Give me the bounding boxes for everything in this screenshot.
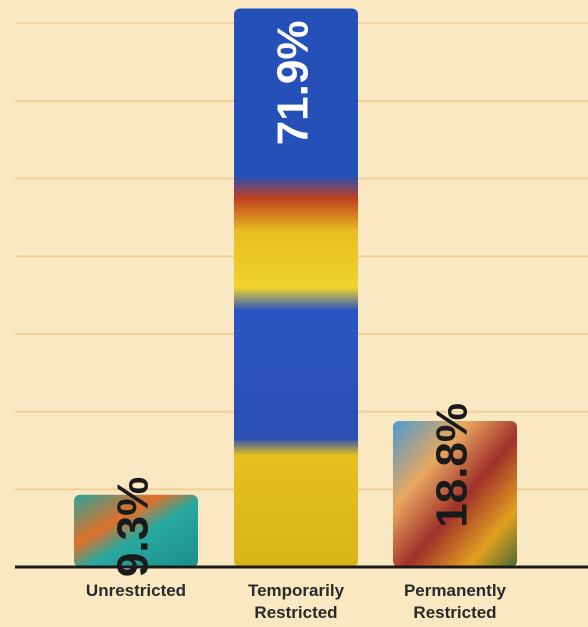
value-label: 71.9% xyxy=(269,21,318,146)
x-tick-label: Temporarily Restricted xyxy=(236,580,356,624)
chart: 9.3% 71.9% 18.8% Unrestricted Temporarily R… xyxy=(0,0,588,627)
value-label: 9.3% xyxy=(109,477,158,577)
x-tick-label: Unrestricted xyxy=(61,580,211,602)
value-label: 18.8% xyxy=(428,403,477,528)
plot: 9.3% 71.9% 18.8% xyxy=(0,0,588,627)
x-tick-label: Permanently Restricted xyxy=(395,580,515,624)
